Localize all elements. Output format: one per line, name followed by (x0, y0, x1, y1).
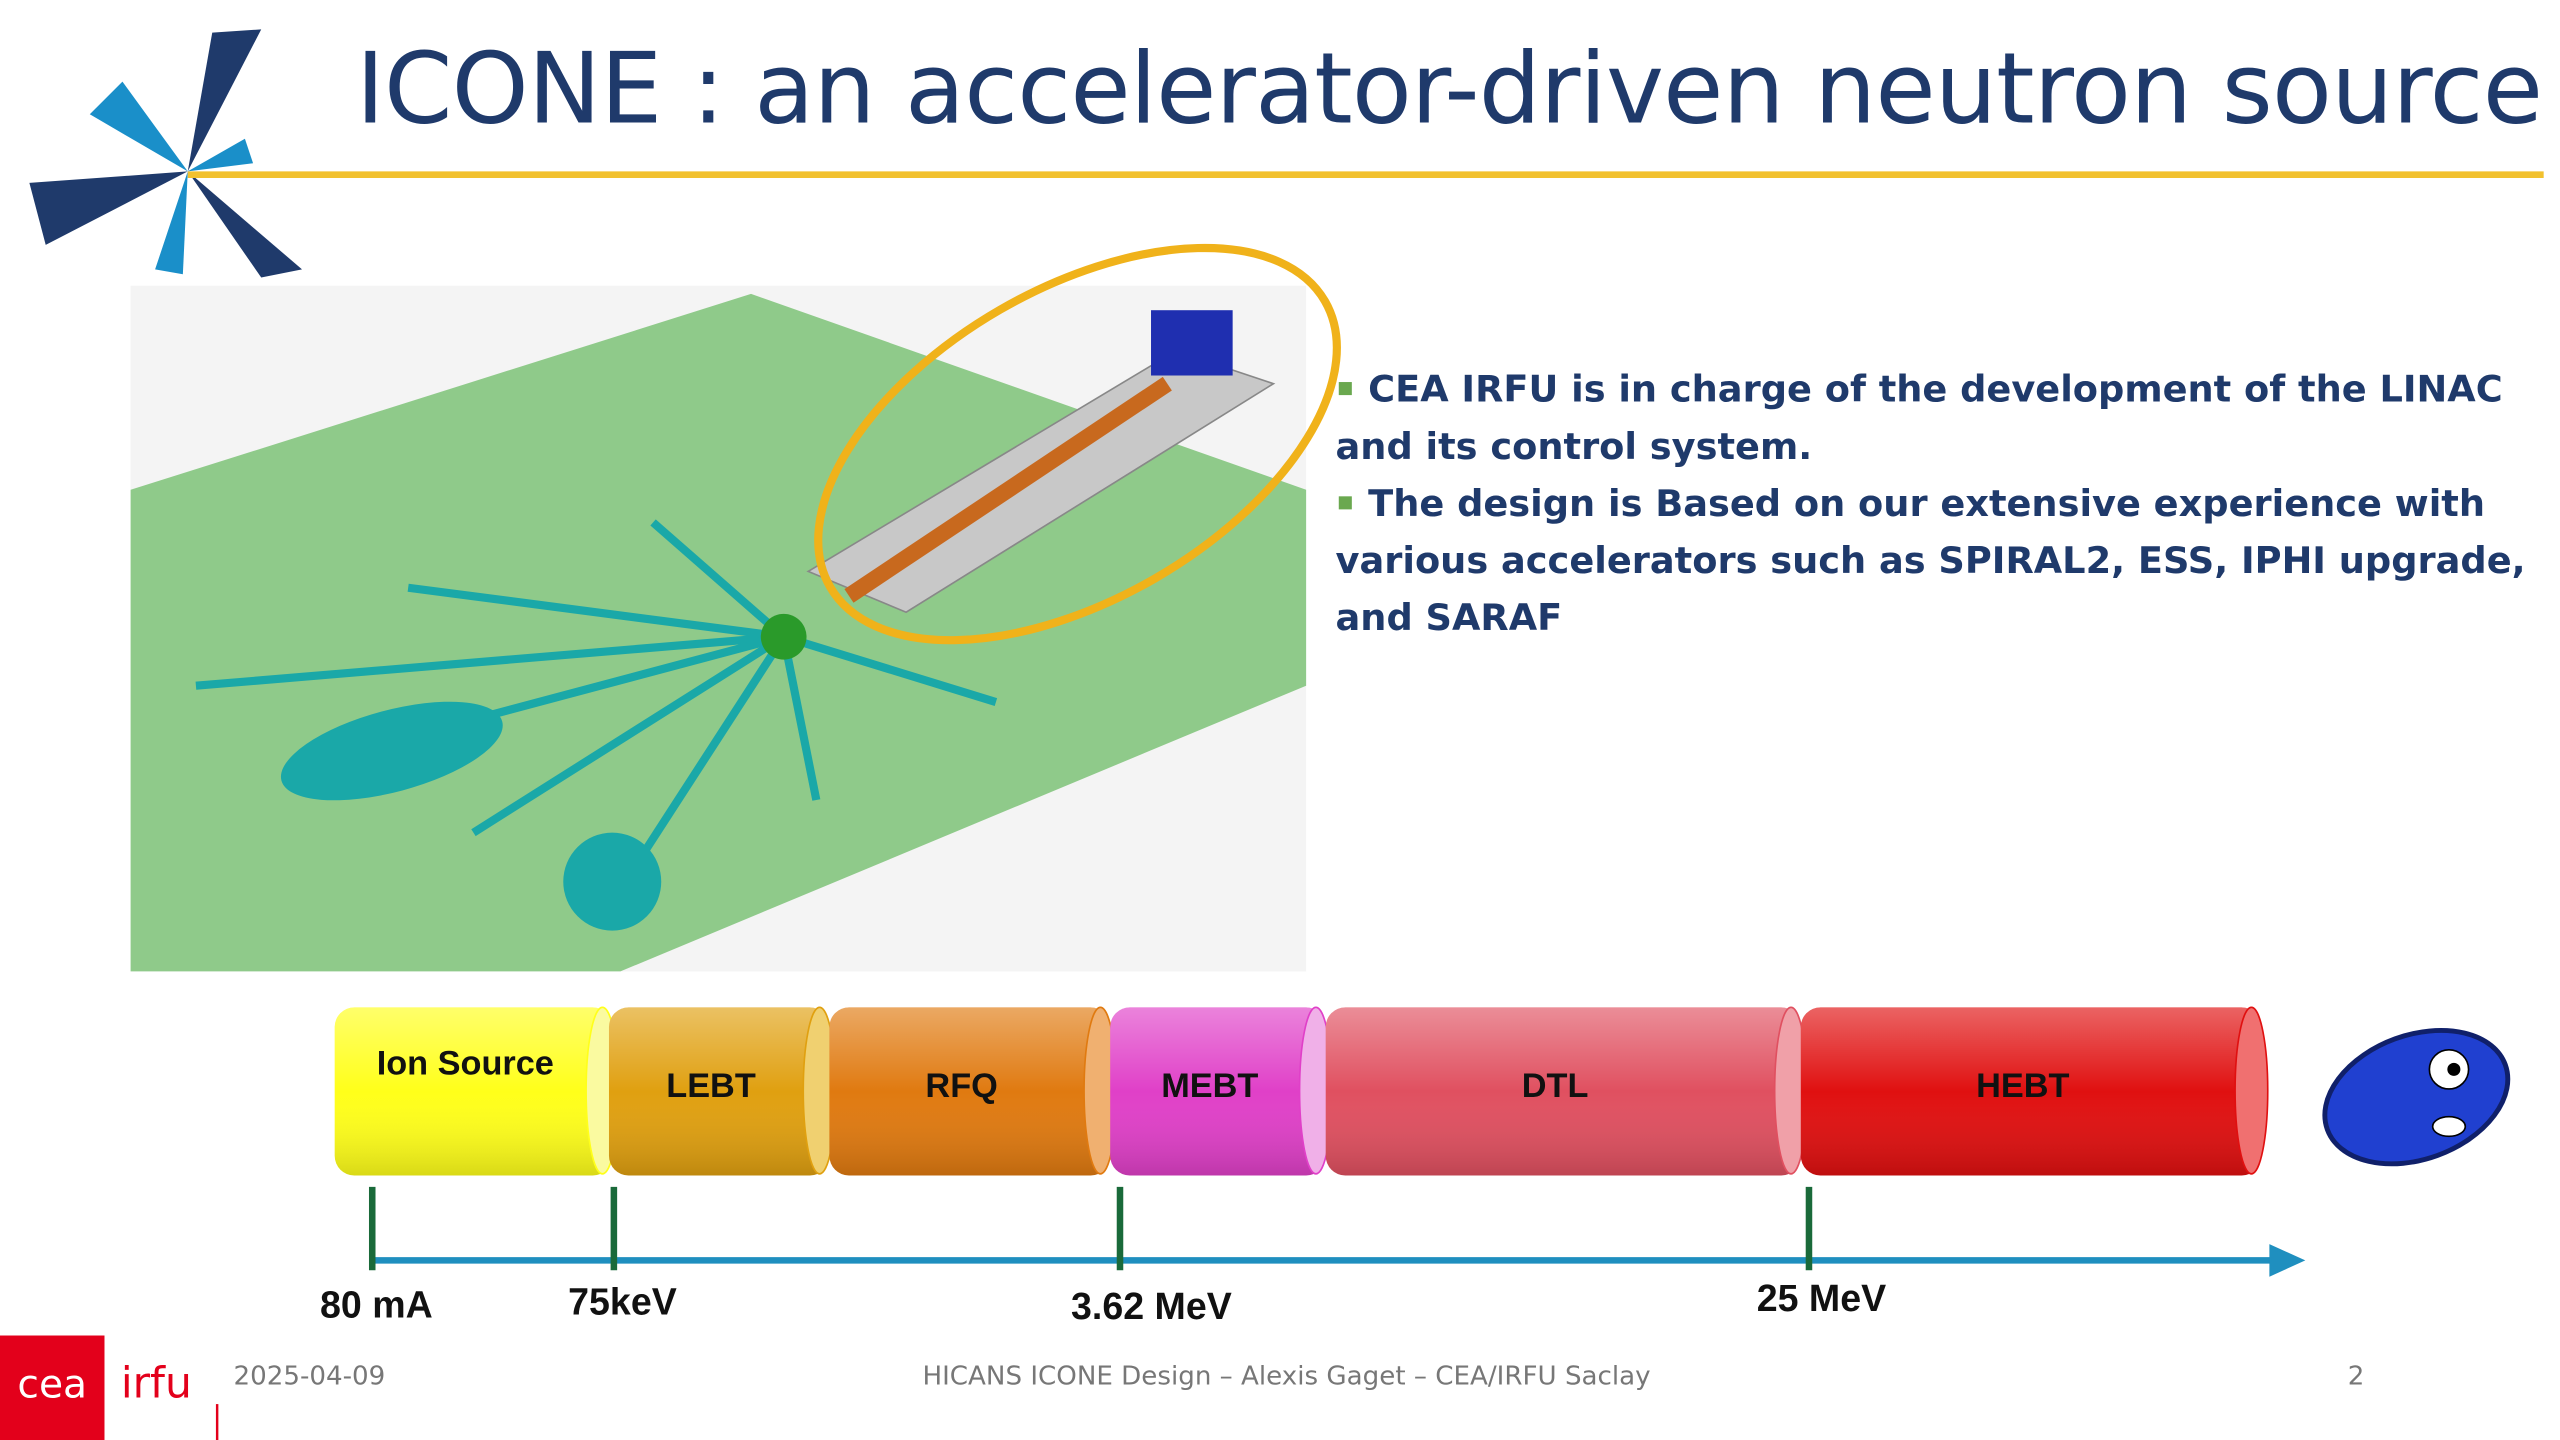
section-label: LEBT (666, 1067, 756, 1106)
section-end (2234, 1006, 2269, 1175)
energy-label: 3.62 MeV (1071, 1284, 1232, 1328)
cea-logo-text: cea (17, 1363, 87, 1408)
section-label: HEBT (1976, 1067, 2070, 1106)
energy-label: 25 MeV (1756, 1276, 1887, 1320)
bullet: CEA IRFU is in charge of the development… (1336, 362, 2552, 476)
section-shade (829, 1007, 1111, 1176)
section-label: DTL (1521, 1067, 1589, 1106)
bullet-text: The design is Based on our extensive exp… (1335, 483, 2526, 640)
logo (29, 29, 303, 278)
footer-date: 2025-04-09 (233, 1359, 386, 1392)
section-shade (1110, 1007, 1326, 1176)
footer-center: HICANS ICONE Design – Alexis Gaget – CEA… (922, 1359, 1651, 1392)
energy-ticks (368, 1186, 1813, 1271)
beam-arrow (2269, 1244, 2306, 1277)
section-shade (1800, 1007, 2262, 1176)
cea-logo (0, 1335, 105, 1440)
linac-diagram (334, 1006, 2269, 1176)
bullet-text: CEA IRFU is in charge of the development… (1335, 368, 2503, 469)
section-shade (1325, 1007, 1801, 1176)
bullet-list: CEA IRFU is in charge of the development… (1336, 362, 2552, 648)
section-label: MEBT (1161, 1067, 1259, 1106)
page-number: 2 (2347, 1359, 2365, 1392)
slide-title: ICONE : an accelerator-driven neutron so… (355, 32, 2543, 147)
section-label: Ion Source (376, 1044, 554, 1083)
energy-label: 80 mA (319, 1283, 433, 1326)
section-shade (334, 1007, 613, 1176)
neutron-mascot (2322, 1028, 2511, 1167)
energy-label: 75keV (568, 1279, 677, 1323)
section-label: RFQ (925, 1067, 998, 1106)
section-shade (608, 1007, 830, 1176)
facility-illustration (130, 243, 1341, 972)
irfu-logo-text: irfu (121, 1360, 192, 1409)
bullet: The design is Based on our extensive exp… (1336, 477, 2552, 648)
